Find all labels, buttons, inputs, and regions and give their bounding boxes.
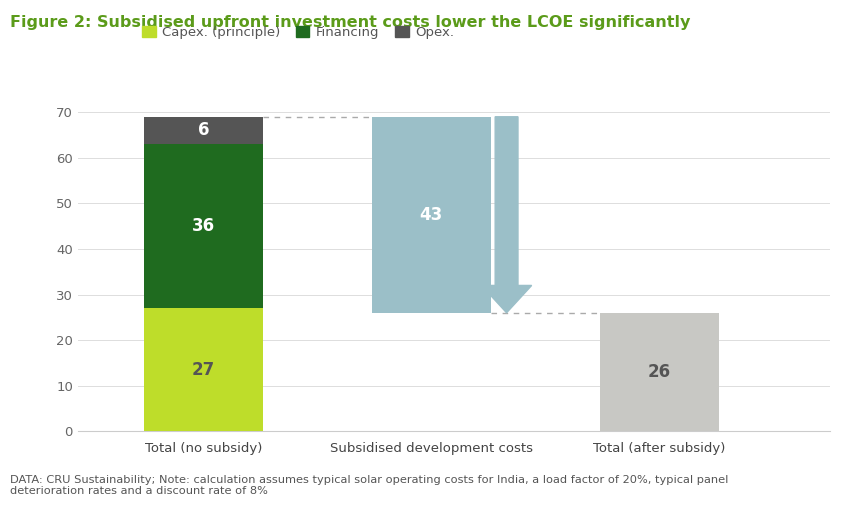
Bar bbox=[144, 117, 263, 144]
Text: 6: 6 bbox=[197, 122, 209, 139]
Bar bbox=[144, 144, 263, 308]
Bar bbox=[600, 313, 719, 431]
Bar bbox=[372, 117, 490, 313]
Text: 27: 27 bbox=[192, 361, 215, 379]
Legend: Capex. (principle), Financing, Opex.: Capex. (principle), Financing, Opex. bbox=[138, 21, 459, 44]
Text: DATA: CRU Sustainability; Note: calculation assumes typical solar operating cost: DATA: CRU Sustainability; Note: calculat… bbox=[10, 474, 728, 496]
Text: Figure 2: Subsidised upfront investment costs lower the LCOE significantly: Figure 2: Subsidised upfront investment … bbox=[10, 15, 691, 29]
Text: 36: 36 bbox=[192, 217, 215, 235]
Text: 43: 43 bbox=[420, 206, 443, 224]
Bar bbox=[144, 308, 263, 431]
Text: 26: 26 bbox=[648, 363, 671, 381]
FancyArrow shape bbox=[482, 117, 532, 313]
